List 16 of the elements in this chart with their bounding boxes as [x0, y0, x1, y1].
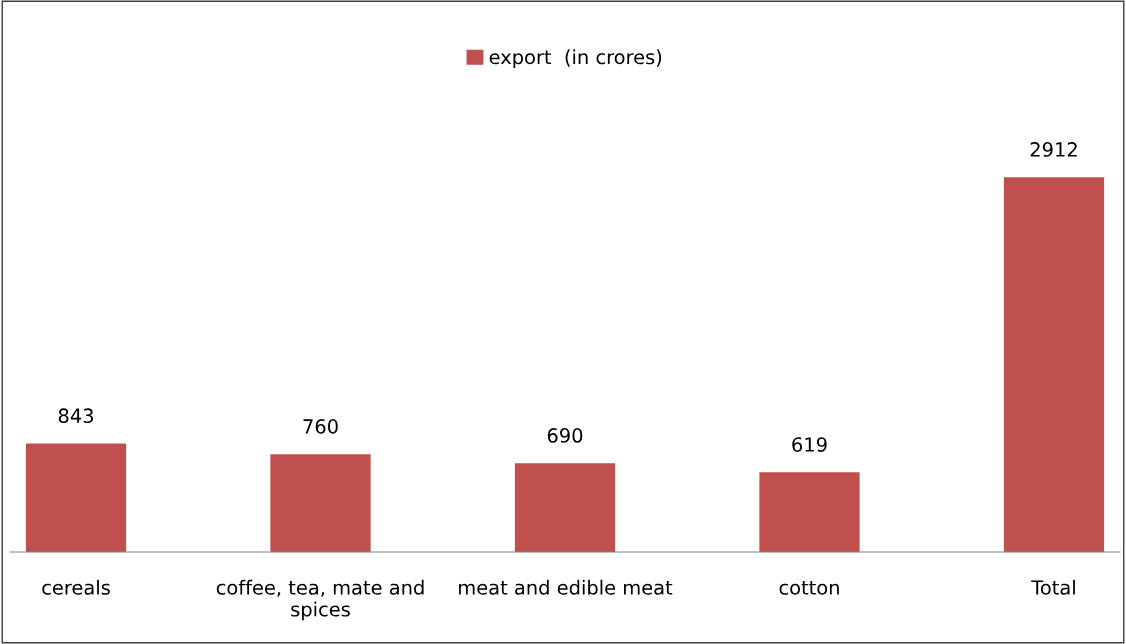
data-label: 760 [303, 419, 338, 434]
x-tick-label: cereals [42, 579, 110, 595]
bar [1003, 177, 1105, 552]
legend-label: export (in crores) [489, 49, 662, 69]
x-tick-label: cotton [779, 580, 839, 595]
bar [270, 454, 371, 552]
data-label: 619 [792, 437, 827, 452]
bar [25, 443, 127, 552]
bar [514, 463, 616, 552]
x-tick-label: meat and edible meat [459, 579, 673, 595]
data-label: 843 [58, 408, 94, 424]
x-tick-label: Total [1031, 579, 1075, 595]
data-label: 2912 [1030, 142, 1077, 157]
data-label: 690 [547, 428, 583, 443]
x-tick-label: coffee, tea, mate and spices [216, 579, 424, 621]
bar [759, 472, 860, 552]
